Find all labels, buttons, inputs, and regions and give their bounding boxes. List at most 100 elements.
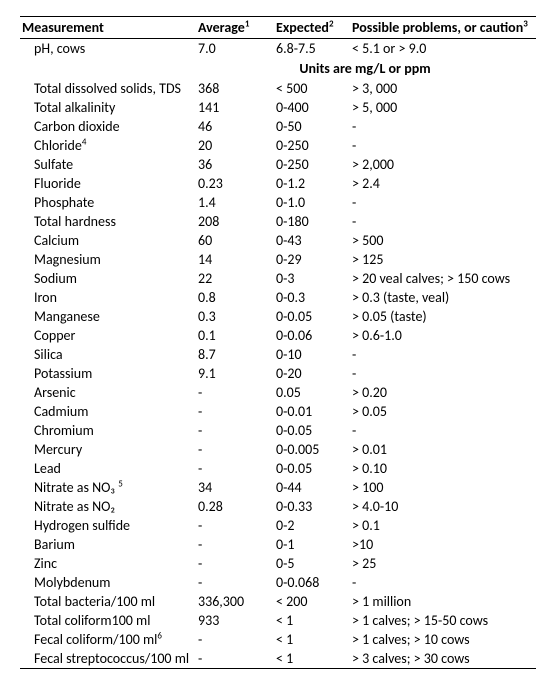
table-row: pH, cows7.0 6.8-7.5< 5.1 or > 9.0: [20, 39, 536, 59]
cell-measurement: Chloride4: [20, 136, 196, 155]
cell-text: Calcium: [34, 232, 79, 249]
cell-average: 34: [196, 478, 274, 497]
cell-average: -: [196, 649, 274, 669]
cell-text: Barium: [34, 536, 75, 553]
cell-problems: -: [350, 345, 536, 364]
cell-text: > 0.6-1.0: [352, 327, 402, 344]
table-row: Arsenic-0.05> 0.20: [20, 383, 536, 402]
footnote-ref: 5: [118, 478, 123, 489]
table-row: Mercury-0-0.005> 0.01: [20, 440, 536, 459]
cell-problems: < 5.1 or > 9.0: [350, 39, 536, 59]
cell-text: Iron: [34, 289, 57, 306]
cell-measurement: Total alkalinity: [20, 98, 196, 117]
cell-text: 34: [198, 479, 212, 496]
cell-expected: 0.05: [274, 383, 350, 402]
cell-text: -: [352, 194, 356, 211]
cell-expected: 0-44: [274, 478, 350, 497]
cell-text: 0-3: [276, 270, 294, 287]
col-label: Average: [198, 19, 245, 36]
table-body: pH, cows7.0 6.8-7.5< 5.1 or > 9.0Units ar…: [20, 39, 536, 669]
cell-text: 0-1.0: [276, 194, 305, 211]
table-row: Nitrate as NO₃ 5340-44> 100: [20, 478, 536, 497]
cell-expected: 0-0.01: [274, 402, 350, 421]
cell-text: < 1: [276, 650, 293, 667]
cell-text: > 1 calves; > 15-50 cows: [352, 612, 488, 629]
cell-text: 0-0.068: [276, 574, 319, 591]
cell-text: > 25: [352, 555, 376, 572]
cell-text: 0-0.005: [276, 441, 319, 458]
cell-text: 933: [198, 612, 219, 629]
cell-text: -: [198, 517, 202, 534]
col-measurement: Measurement: [20, 17, 196, 39]
cell-text: Carbon dioxide: [34, 118, 120, 135]
cell-average: 933: [196, 611, 274, 630]
col-problems: Possible problems, or caution3: [350, 17, 536, 39]
cell-text: 36: [198, 156, 212, 173]
cell-average: -: [196, 459, 274, 478]
cell-text: > 0.05 (taste): [352, 308, 427, 325]
cell-average: 368: [196, 79, 274, 98]
cell-measurement: Hydrogen sulfide: [20, 516, 196, 535]
table-row: Carbon dioxide460-50-: [20, 117, 536, 136]
cell-measurement: Potassium: [20, 364, 196, 383]
cell-average: -: [196, 630, 274, 649]
cell-average: 0.23: [196, 174, 274, 193]
cell-expected: < 1: [274, 611, 350, 630]
cell-measurement: Manganese: [20, 307, 196, 326]
cell-text: 22: [198, 270, 212, 287]
cell-text: Magnesium: [34, 251, 101, 268]
cell-problems: > 1 million: [350, 592, 536, 611]
cell-average: 8.7: [196, 345, 274, 364]
col-expected: Expected2: [274, 17, 350, 39]
cell-problems: > 3 calves; > 30 cows: [350, 649, 536, 669]
cell-expected: 0-0.05: [274, 307, 350, 326]
cell-expected: 0-1.2: [274, 174, 350, 193]
cell-problems: > 1 calves; > 15-50 cows: [350, 611, 536, 630]
cell-problems: > 0.05: [350, 402, 536, 421]
footnote-ref: 6: [157, 630, 162, 641]
header-row: Measurement Average1 Expected2 Possible …: [20, 17, 536, 39]
table-row: Total hardness2080-180-: [20, 212, 536, 231]
table-row: Hydrogen sulfide-0-2> 0.1: [20, 516, 536, 535]
cell-average: -: [196, 440, 274, 459]
cell-text: < 500: [276, 80, 307, 97]
cell-measurement: Carbon dioxide: [20, 117, 196, 136]
cell-text: > 2,000: [352, 156, 394, 173]
cell-text: Potassium: [34, 365, 92, 382]
table-row: Barium-0-1>10: [20, 535, 536, 554]
cell-problems: > 2,000: [350, 155, 536, 174]
cell-average: 0.1: [196, 326, 274, 345]
cell-average: -: [196, 573, 274, 592]
cell-text: > 0.1: [352, 517, 380, 534]
cell-text: > 1 calves; > 10 cows: [352, 631, 470, 648]
cell-expected: 0-20: [274, 364, 350, 383]
cell-expected: 0-180: [274, 212, 350, 231]
units-banner: Units are mg/L or ppm: [196, 58, 536, 79]
cell-text: 1.4: [198, 194, 216, 211]
cell-text: 7.0: [198, 40, 216, 57]
cell-measurement: pH, cows: [20, 39, 196, 59]
cell-text: > 500: [352, 232, 383, 249]
cell-text: 0.8: [198, 289, 216, 306]
cell-problems: > 500: [350, 231, 536, 250]
cell-average: -: [196, 421, 274, 440]
cell-measurement: Fecal coliform/100 ml6: [20, 630, 196, 649]
cell-average: 0.28: [196, 497, 274, 516]
cell-text: -: [198, 650, 202, 667]
cell-text: -: [198, 422, 202, 439]
cell-problems: > 0.3 (taste, veal): [350, 288, 536, 307]
units-row: Units are mg/L or ppm: [20, 58, 536, 79]
cell-text: 0-1.2: [276, 175, 305, 192]
cell-average: -: [196, 383, 274, 402]
cell-problems: > 2.4: [350, 174, 536, 193]
cell-text: 8.7: [198, 346, 216, 363]
cell-text: 0-5: [276, 555, 294, 572]
cell-text: Zinc: [34, 555, 57, 572]
cell-expected: 6.8-7.5: [274, 39, 350, 59]
blank-cell: [20, 58, 196, 79]
cell-measurement: Total hardness: [20, 212, 196, 231]
cell-measurement: Lead: [20, 459, 196, 478]
table-row: Fluoride0.230-1.2> 2.4: [20, 174, 536, 193]
cell-text: Mercury: [34, 441, 82, 458]
cell-measurement: Fecal streptococcus/100 ml: [20, 649, 196, 669]
